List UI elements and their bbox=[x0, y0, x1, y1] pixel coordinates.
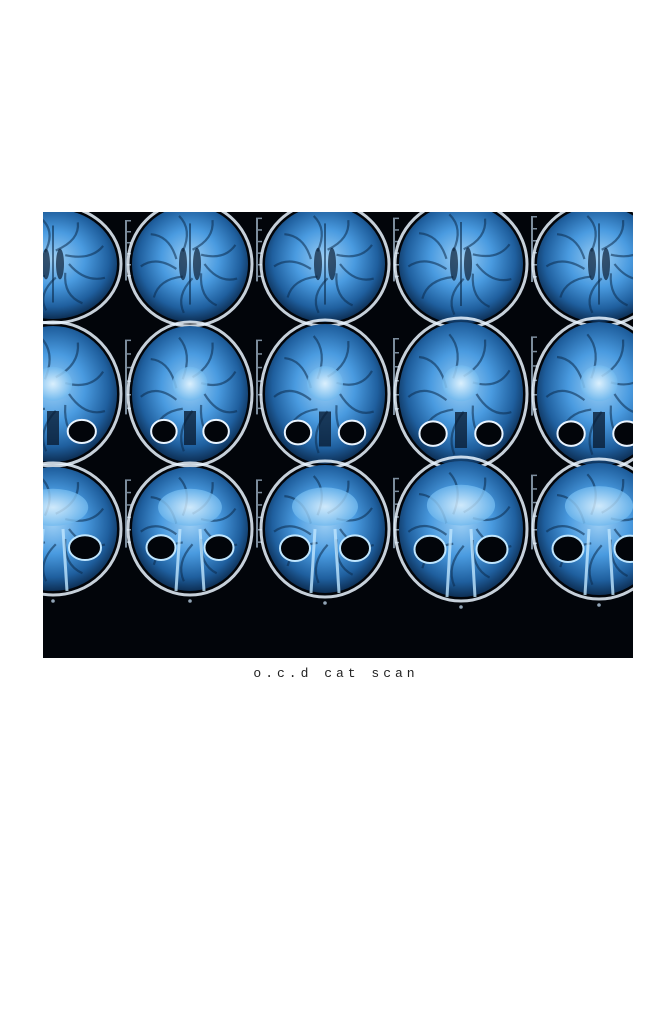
brain-slice bbox=[393, 455, 537, 609]
mri-scan-grid bbox=[43, 212, 633, 609]
image-caption: o.c.d cat scan bbox=[253, 666, 419, 681]
brain-slice bbox=[126, 212, 262, 334]
brain-slice bbox=[126, 461, 262, 603]
brain-slice bbox=[43, 212, 131, 331]
brain-slice bbox=[531, 212, 633, 334]
brain-slice bbox=[259, 318, 399, 476]
brain-slice bbox=[393, 212, 537, 336]
mri-scan-image bbox=[43, 212, 633, 658]
brain-slice bbox=[259, 212, 399, 334]
brain-slice bbox=[259, 459, 399, 605]
brain-slice bbox=[43, 461, 131, 603]
brain-slice bbox=[43, 320, 131, 474]
brain-slice bbox=[393, 316, 537, 478]
brain-slice bbox=[126, 320, 262, 474]
brain-slice bbox=[531, 457, 633, 607]
brain-slice bbox=[531, 316, 633, 478]
